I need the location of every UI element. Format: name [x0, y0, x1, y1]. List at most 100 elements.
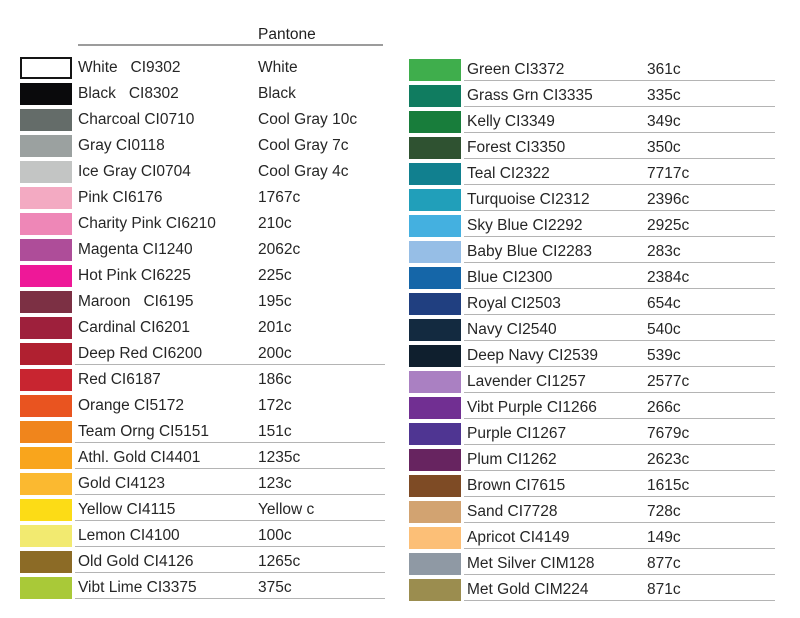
color-name-code: Black CI8302: [78, 85, 179, 102]
row-text: Yellow CI4115 Yellow c: [78, 499, 385, 521]
row-text: Orange CI5172 172c: [78, 395, 385, 417]
pantone-code: 172c: [258, 397, 292, 414]
row-text: Red CI6187 186c: [78, 369, 385, 391]
pantone-code: Cool Gray 7c: [258, 137, 349, 154]
color-row: Baby Blue CI2283 283c: [409, 241, 775, 267]
color-swatch: [409, 397, 461, 419]
color-swatch: [409, 189, 461, 211]
pantone-code: 2384c: [647, 269, 690, 286]
row-text: Met Gold CIM224 871c: [467, 579, 775, 601]
color-name-code: Baby Blue CI2283: [467, 243, 592, 260]
row-text: Old Gold CI4126 1265c: [78, 551, 385, 573]
row-text: Hot Pink CI6225 225c: [78, 265, 385, 287]
color-swatch: [20, 265, 72, 287]
pantone-code: 151c: [258, 423, 292, 440]
color-name-code: Old Gold CI4126: [78, 553, 194, 570]
row-text: Lemon CI4100 100c: [78, 525, 385, 547]
color-row: Purple CI1267 7679c: [409, 423, 775, 449]
row-text: Gold CI4123 123c: [78, 473, 385, 495]
row-text: Vibt Lime CI3375 375c: [78, 577, 385, 599]
color-swatch: [409, 293, 461, 315]
color-name-code: Grass Grn CI3335: [467, 87, 593, 104]
row-text: Team Orng CI5151 151c: [78, 421, 385, 443]
color-name-code: Met Silver CIM128: [467, 555, 595, 572]
color-row: Black CI8302 Black: [20, 83, 385, 109]
color-swatch: [409, 163, 461, 185]
row-text: Apricot CI4149 149c: [467, 527, 775, 549]
color-swatch: [409, 553, 461, 575]
color-swatch: [409, 345, 461, 367]
color-swatch: [409, 137, 461, 159]
color-row: Athl. Gold CI4401 1235c: [20, 447, 385, 473]
pantone-code: 7679c: [647, 425, 690, 442]
color-name-code: Cardinal CI6201: [78, 319, 191, 336]
color-name-code: Brown CI7615: [467, 477, 566, 494]
row-text: Navy CI2540 540c: [467, 319, 775, 341]
color-name-code: Purple CI1267: [467, 425, 567, 442]
color-row: Brown CI7615 1615c: [409, 475, 775, 501]
pantone-code: Cool Gray 4c: [258, 163, 349, 180]
pantone-code: 1767c: [258, 189, 301, 206]
color-swatch: [409, 371, 461, 393]
color-swatch: [409, 579, 461, 601]
color-name-code: Athl. Gold CI4401: [78, 449, 201, 466]
color-row: Hot Pink CI6225 225c: [20, 265, 385, 291]
color-row: Lemon CI4100 100c: [20, 525, 385, 551]
pantone-code: 1235c: [258, 449, 301, 466]
color-row: Magenta CI1240 2062c: [20, 239, 385, 265]
color-row: Deep Red CI6200 200c: [20, 343, 385, 369]
color-row: Maroon CI6195 195c: [20, 291, 385, 317]
row-text: Lavender CI1257 2577c: [467, 371, 775, 393]
right-color-column: Green CI3372 361c Grass Grn CI3335 335c …: [409, 59, 775, 605]
color-name-code: Navy CI2540: [467, 321, 557, 338]
left-color-column: White CI9302 White Black CI8302 Black Ch…: [20, 57, 385, 603]
color-name-code: Gray CI0118: [78, 137, 165, 154]
color-row: Red CI6187 186c: [20, 369, 385, 395]
color-row: Sky Blue CI2292 2925c: [409, 215, 775, 241]
pantone-code: 2925c: [647, 217, 690, 234]
color-swatch: [409, 111, 461, 133]
pantone-code: Black: [258, 85, 296, 102]
row-text: Ice Gray CI0704 Cool Gray 4c: [78, 161, 385, 183]
color-name-code: Magenta CI1240: [78, 241, 193, 258]
color-swatch: [20, 109, 72, 131]
color-row: Apricot CI4149 149c: [409, 527, 775, 553]
color-swatch: [20, 395, 72, 417]
pantone-code: 361c: [647, 61, 681, 78]
pantone-code: Yellow c: [258, 501, 315, 518]
pantone-code: 123c: [258, 475, 292, 492]
pantone-code: 2577c: [647, 373, 690, 390]
row-text: Sky Blue CI2292 2925c: [467, 215, 775, 237]
color-name-code: Charity Pink CI6210: [78, 215, 216, 232]
pantone-code: 100c: [258, 527, 292, 544]
color-name-code: Lemon CI4100: [78, 527, 180, 544]
color-name-code: Hot Pink CI6225: [78, 267, 191, 284]
color-swatch: [409, 527, 461, 549]
color-row: Met Gold CIM224 871c: [409, 579, 775, 605]
color-name-code: Vibt Lime CI3375: [78, 579, 197, 596]
pantone-code: 2062c: [258, 241, 301, 258]
row-text: Deep Navy CI2539 539c: [467, 345, 775, 367]
pantone-code: 149c: [647, 529, 681, 546]
row-text: Deep Red CI6200 200c: [78, 343, 385, 365]
row-text: Maroon CI6195 195c: [78, 291, 385, 313]
color-name-code: Met Gold CIM224: [467, 581, 589, 598]
color-swatch: [20, 369, 72, 391]
color-row: Pink CI6176 1767c: [20, 187, 385, 213]
row-text: Purple CI1267 7679c: [467, 423, 775, 445]
color-name-code: Royal CI2503: [467, 295, 561, 312]
color-name-code: Lavender CI1257: [467, 373, 586, 390]
row-text: Kelly CI3349 349c: [467, 111, 775, 133]
color-row: Charity Pink CI6210 210c: [20, 213, 385, 239]
row-text: Turquoise CI2312 2396c: [467, 189, 775, 211]
color-name-code: Pink CI6176: [78, 189, 163, 206]
row-text: Vibt Purple CI1266 266c: [467, 397, 775, 419]
pantone-code: 210c: [258, 215, 292, 232]
color-swatch: [20, 525, 72, 547]
color-row: Royal CI2503 654c: [409, 293, 775, 319]
color-name-code: Charcoal CI0710: [78, 111, 195, 128]
color-row: Plum CI1262 2623c: [409, 449, 775, 475]
row-text: Magenta CI1240 2062c: [78, 239, 385, 261]
color-row: Met Silver CIM128 877c: [409, 553, 775, 579]
pantone-code: 349c: [647, 113, 681, 130]
